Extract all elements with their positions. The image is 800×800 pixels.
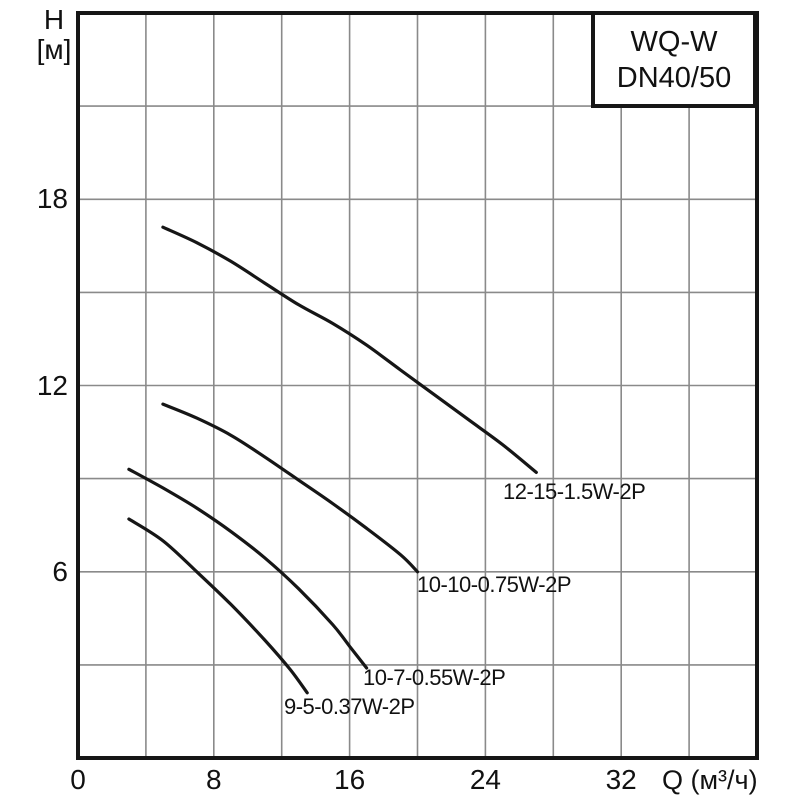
y-axis-title-unit: [м] <box>36 34 72 65</box>
curve-label-10-10-0.75W-2P: 10-10-0.75W-2P <box>417 572 572 597</box>
y-tick-6: 6 <box>52 555 68 587</box>
curve-label-9-5-0.37W-2P: 9-5-0.37W-2P <box>284 694 415 719</box>
plot-border <box>76 11 759 760</box>
curve-10-7-0.55W-2P <box>127 467 369 670</box>
x-tick-16: 16 <box>334 764 366 795</box>
x-tick-8: 8 <box>206 764 222 795</box>
x-axis-title: Q (м³/ч) <box>662 765 758 795</box>
curve-10-10-0.75W-2P <box>161 402 420 574</box>
y-tick-12: 12 <box>36 369 68 401</box>
model-series-line2: DN40/50 <box>616 61 732 94</box>
model-series-box: WQ-W DN40/50 <box>591 11 757 108</box>
x-tick-24: 24 <box>469 764 501 795</box>
model-series-line1: WQ-W <box>630 25 718 58</box>
x-tick-0: 0 <box>70 764 86 795</box>
curve-label-10-7-0.55W-2P: 10-7-0.55W-2P <box>363 665 506 690</box>
curve-12-15-1.5W-2P <box>161 225 538 474</box>
x-tick-32: 32 <box>605 764 637 795</box>
y-axis-title-symbol: H <box>43 4 65 35</box>
y-axis-title: H [м] <box>28 5 80 65</box>
gridlines <box>78 13 757 758</box>
pump-curves <box>127 225 538 695</box>
curve-9-5-0.37W-2P <box>127 517 309 695</box>
curve-label-12-15-1.5W-2P: 12-15-1.5W-2P <box>503 479 646 504</box>
y-tick-18: 18 <box>36 183 68 215</box>
